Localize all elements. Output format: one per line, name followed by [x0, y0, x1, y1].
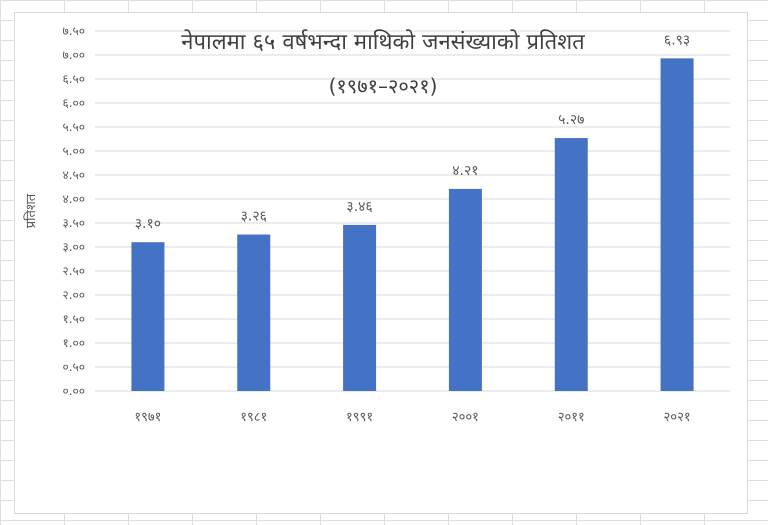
bar[interactable] [660, 58, 694, 392]
y-tick-label: २.५० [62, 264, 85, 278]
y-tick-label: १.५० [62, 312, 85, 326]
y-tick-label: ०.५० [62, 360, 85, 374]
y-tick-label: ६.०० [62, 96, 85, 110]
x-tick-label: १९७१ [134, 410, 161, 425]
x-tick-label: २०२१ [664, 410, 691, 425]
x-tick-label: १९९१ [346, 410, 373, 425]
y-axis-title: प्रतिशत [23, 193, 39, 228]
data-label: ५.२७ [558, 112, 584, 128]
y-tick-label: ६.५० [62, 72, 85, 86]
chart-area[interactable]: ०.०० ०.५० १.०० १.५० २.०० २.५० ३.०० ३.५० ४.०० ४.५०… [14, 12, 748, 514]
data-label: ३.१० [135, 216, 161, 232]
bar[interactable] [343, 224, 377, 391]
y-tick-label: ४.०० [62, 192, 85, 206]
y-tick-label: १.०० [62, 336, 85, 350]
bar[interactable] [554, 138, 588, 391]
y-tick-label: ३.०० [62, 240, 85, 254]
data-label: ३.४६ [346, 199, 372, 215]
y-tick-label: ५.०० [62, 144, 85, 158]
bar-chart: ०.०० ०.५० १.०० १.५० २.०० २.५० ३.०० ३.५० ४.०० ४.५०… [23, 24, 730, 425]
y-tick-label: ७.०० [62, 48, 85, 62]
bar[interactable] [237, 234, 271, 391]
bars [131, 58, 694, 392]
bar[interactable] [131, 242, 165, 391]
data-label: ६.९३ [664, 32, 690, 48]
y-tick-label: ३.५० [62, 216, 85, 230]
x-tick-label: २०११ [558, 410, 585, 425]
chart-title: नेपालमा ६५ वर्षभन्दा माथिको जनसंख्याको प… [181, 29, 585, 55]
chart-subtitle: (१९७१–२०२१) [329, 74, 438, 98]
data-label: ४.२१ [452, 163, 478, 179]
y-tick-label: ७.५० [62, 24, 85, 38]
data-labels: ३.१० ३.२६ ३.४६ ४.२१ ५.२७ ६.९३ [135, 32, 690, 232]
y-tick-label: २.०० [62, 288, 85, 302]
y-axis-ticks: ०.०० ०.५० १.०० १.५० २.०० २.५० ३.०० ३.५० ४.०० ४.५०… [62, 24, 85, 398]
x-tick-label: २००१ [452, 410, 479, 425]
data-label: ३.२६ [241, 209, 267, 225]
gridlines [95, 30, 730, 392]
x-tick-label: १९८१ [240, 410, 267, 425]
y-tick-label: ०.०० [62, 384, 85, 398]
y-tick-label: ५.५० [62, 120, 85, 134]
bar[interactable] [448, 188, 482, 391]
y-tick-label: ४.५० [62, 168, 85, 182]
x-axis-ticks: १९७१ १९८१ १९९१ २००१ २०११ २०२१ [134, 410, 690, 425]
